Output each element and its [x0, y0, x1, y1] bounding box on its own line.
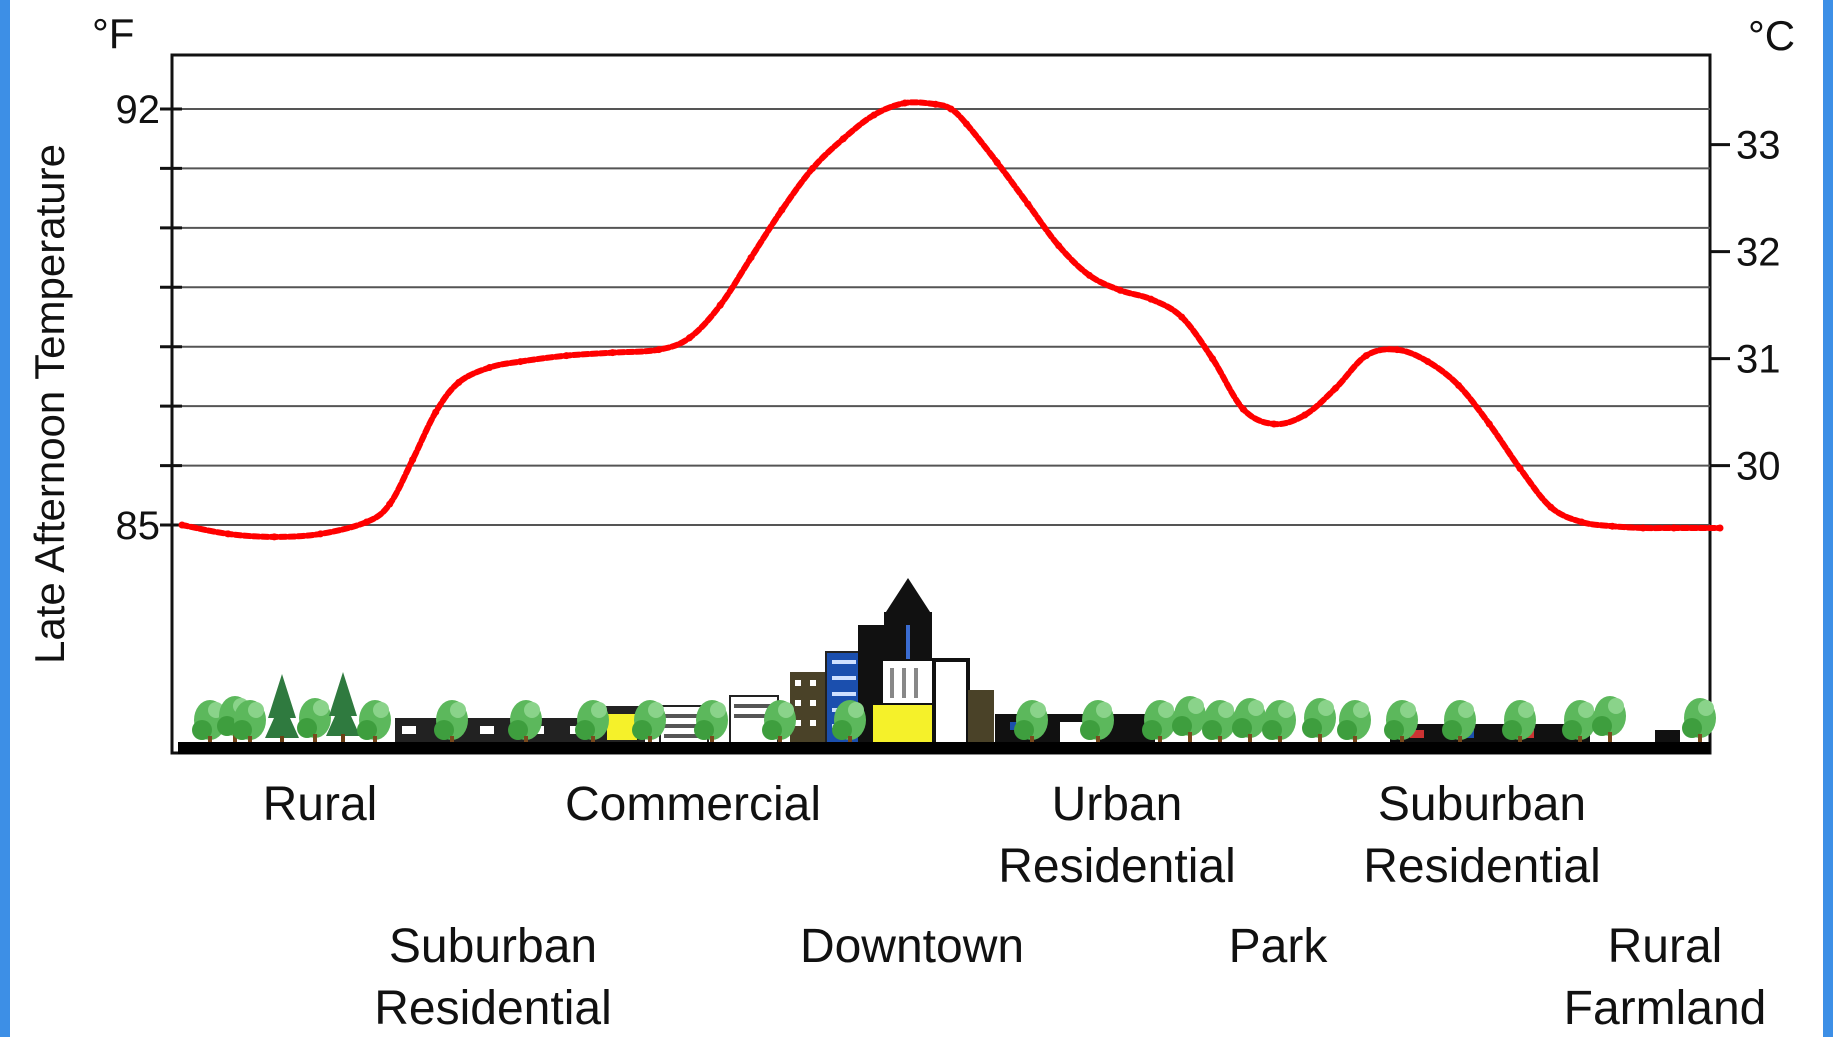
temperature-point: [1332, 384, 1339, 392]
temperature-point: [1424, 358, 1432, 366]
temperature-curve: [178, 99, 1724, 541]
temperature-point: [1301, 411, 1309, 419]
temperature-point: [1608, 522, 1616, 530]
temperature-point: [1362, 352, 1370, 360]
temperature-point: [1270, 420, 1278, 428]
ground-line: [178, 742, 1710, 754]
temperature-point: [839, 135, 847, 143]
temperature-point: [1485, 420, 1493, 428]
temperature-point: [409, 456, 417, 464]
temperature-point: [1547, 503, 1555, 511]
left-tick-label: 85: [116, 504, 161, 548]
temperature-point: [716, 301, 724, 309]
right-axis-unit: °C: [1748, 12, 1795, 59]
temperature-point: [1393, 346, 1401, 354]
y-axis-label: Late Afternoon Temperature: [26, 144, 73, 664]
suburban-houses-2: [1390, 724, 1590, 744]
temperature-point: [1578, 518, 1586, 526]
temperature-point: [1147, 295, 1155, 303]
downtown-building-4: [881, 659, 935, 705]
temperature-point: [1716, 524, 1724, 532]
temperature-point: [1116, 286, 1124, 294]
temperature-point: [947, 105, 955, 113]
left-tick-label: 92: [116, 88, 161, 132]
temperature-point: [932, 100, 940, 108]
axis-ticks: [160, 107, 1730, 527]
zone-label: Park: [1229, 920, 1329, 973]
temperature-point: [386, 500, 394, 508]
temperature-point: [901, 99, 909, 107]
temperature-point: [1055, 242, 1063, 250]
temperature-point: [655, 346, 663, 354]
landscape-illustration: [178, 578, 1716, 754]
temperature-point: [609, 349, 617, 357]
temperature-point: [778, 206, 786, 214]
temperature-point: [1208, 355, 1216, 363]
temperature-point: [962, 120, 970, 128]
right-tick-label: 33: [1736, 124, 1781, 168]
temperature-point: [563, 352, 570, 360]
temperature-point: [1178, 313, 1186, 321]
temperature-point: [993, 158, 1001, 166]
zone-label: Commercial: [565, 778, 821, 831]
temperature-point: [1239, 405, 1247, 413]
tick-labels: 85 92 30 31 32 33: [116, 88, 1781, 548]
temperature-point: [747, 254, 755, 262]
temperature-point: [270, 533, 278, 541]
temperature-point: [1024, 200, 1032, 208]
right-tick-label: 32: [1736, 231, 1781, 275]
temperature-point: [870, 111, 878, 119]
temperature-point: [486, 364, 494, 372]
right-tick-label: 31: [1736, 338, 1781, 382]
temperature-point: [809, 164, 817, 172]
zone-label: Downtown: [800, 920, 1024, 973]
zone-label: Suburban Residential: [374, 920, 611, 1035]
temperature-point: [178, 521, 186, 529]
plot-border: [170, 53, 1712, 755]
temperature-point: [1670, 524, 1678, 532]
temperature-point: [363, 518, 371, 526]
temperature-point: [1085, 271, 1093, 279]
temperature-point: [1455, 381, 1463, 389]
zone-label: Rural Farmland: [1564, 920, 1767, 1035]
zone-label: Suburban Residential: [1363, 778, 1600, 893]
zone-labels: Rural Suburban Residential Commercial Downto…: [263, 778, 1767, 1035]
temperature-point: [1516, 465, 1524, 473]
temperature-point: [516, 358, 524, 366]
temperature-point: [316, 530, 324, 538]
temperature-point: [455, 378, 463, 386]
chart-frame: °F °C Late Afternoon Temperature 85 92 30 3…: [10, 0, 1823, 1037]
temperature-point: [432, 408, 440, 416]
temperature-chart: °F °C Late Afternoon Temperature 85 92 30 3…: [26, 10, 1795, 1035]
downtown-building-7: [968, 690, 994, 746]
gridlines: [172, 108, 1710, 526]
zone-label: Urban Residential: [998, 778, 1235, 893]
zone-label: Rural: [263, 778, 378, 831]
temperature-point: [686, 334, 694, 342]
temperature-point: [224, 530, 232, 538]
downtown-building-6: [932, 658, 970, 748]
right-tick-label: 30: [1736, 445, 1781, 489]
temperature-point: [1639, 524, 1647, 532]
left-axis-unit: °F: [92, 10, 134, 57]
downtown-building-5: [871, 703, 943, 747]
